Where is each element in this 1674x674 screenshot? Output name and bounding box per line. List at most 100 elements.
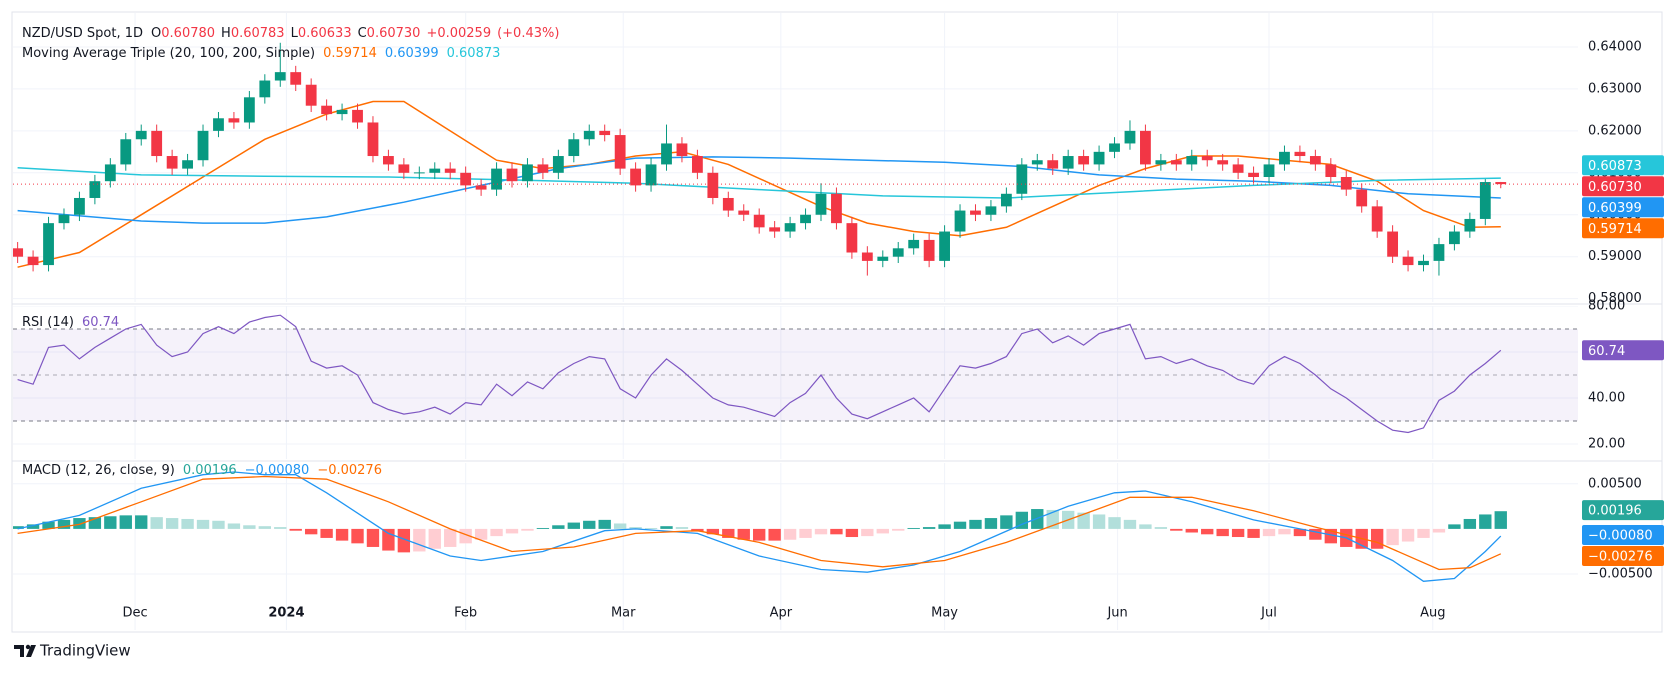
candle-body xyxy=(151,130,163,157)
histogram-bar xyxy=(444,528,457,547)
value-box xyxy=(1582,500,1664,521)
candle-body xyxy=(197,130,209,161)
histogram-bar xyxy=(505,528,519,534)
histogram-bar xyxy=(1309,528,1322,540)
candle-body xyxy=(599,130,611,136)
histogram-bar xyxy=(181,518,194,529)
histogram-bar xyxy=(737,528,750,540)
change-pct: (+0.43%) xyxy=(497,26,559,41)
x-tick-label: May xyxy=(931,606,958,621)
histogram-bar xyxy=(1432,528,1446,533)
histogram-bar xyxy=(289,528,302,531)
histogram-bar xyxy=(428,528,441,549)
ohlc-value: 0.60730 xyxy=(367,26,421,41)
value-box-label: 60.74 xyxy=(1588,344,1625,359)
histogram-bar xyxy=(1324,528,1337,544)
histogram-bar xyxy=(675,527,689,529)
candle-body xyxy=(1078,156,1090,165)
candle-body xyxy=(182,160,193,169)
change: +0.00259 xyxy=(426,26,491,41)
value-box xyxy=(1582,176,1664,197)
candle-body xyxy=(645,164,657,186)
candle-body xyxy=(243,97,255,123)
candle-body xyxy=(135,130,147,140)
histogram-bar xyxy=(212,520,225,529)
candle-body xyxy=(352,109,363,123)
candle-body xyxy=(568,139,580,157)
histogram-bar xyxy=(1077,512,1090,529)
candle-body xyxy=(1279,151,1290,165)
overlay-title: Moving Average Triple (20, 100, 200, Sim… xyxy=(22,46,315,61)
histogram-bar xyxy=(227,523,241,529)
histogram-bar xyxy=(304,528,318,535)
candle-body xyxy=(89,181,101,198)
candle-body xyxy=(1325,164,1337,178)
value-box xyxy=(1582,340,1664,361)
candle-body xyxy=(815,193,827,215)
candle-body xyxy=(861,252,873,261)
histogram-bar xyxy=(397,528,411,553)
histogram-bar xyxy=(1370,528,1384,549)
line-series xyxy=(17,167,1501,199)
histogram-bar xyxy=(382,528,395,551)
histogram-bar xyxy=(783,528,797,540)
ohlc-value: 0.60780 xyxy=(161,26,215,41)
x-tick-label: Dec xyxy=(122,606,147,621)
value-box-label: 0.60730 xyxy=(1588,180,1642,195)
candle-body xyxy=(985,206,997,215)
histogram-bar xyxy=(629,527,642,529)
candle-body xyxy=(908,239,920,249)
candle-body xyxy=(398,164,410,173)
histogram-bar xyxy=(876,528,889,534)
histogram-bar xyxy=(1479,514,1492,529)
indicator-value: −0.00080 xyxy=(245,463,310,478)
histogram-bar xyxy=(521,528,534,531)
candle-body xyxy=(738,210,750,215)
histogram-bar xyxy=(830,528,843,535)
candle-body xyxy=(1201,156,1213,161)
histogram-bar xyxy=(196,519,210,529)
candle-body xyxy=(58,214,70,224)
histogram-bar xyxy=(706,528,720,535)
indicator-title: RSI (14) xyxy=(22,315,74,330)
value-box-label: 0.60873 xyxy=(1588,159,1642,174)
candle-body xyxy=(13,248,24,257)
histogram-bar xyxy=(861,528,874,537)
line-series xyxy=(17,475,1502,571)
histogram-bar xyxy=(1262,528,1276,537)
histogram-bar xyxy=(258,526,272,529)
candle-body xyxy=(1387,231,1399,257)
candle-body xyxy=(537,164,549,173)
candle-body xyxy=(954,210,966,232)
candle-body xyxy=(1448,231,1460,245)
histogram-bar xyxy=(613,523,627,529)
logo: TradingView xyxy=(14,642,131,660)
candle-body xyxy=(1232,164,1244,173)
histogram-bar xyxy=(1201,528,1214,535)
candle-body xyxy=(120,139,132,165)
y-tick-label: 0.64000 xyxy=(1588,39,1642,54)
histogram-bar xyxy=(814,528,828,535)
panel xyxy=(13,306,1578,459)
candle-body xyxy=(1093,151,1105,165)
candle-body xyxy=(1047,160,1059,169)
y-tick-label: 80.00 xyxy=(1588,299,1625,314)
histogram-bar xyxy=(598,519,611,529)
histogram-bar xyxy=(459,528,472,544)
value-box-label: −0.00080 xyxy=(1588,529,1653,544)
candle-body xyxy=(259,80,271,98)
candle-body xyxy=(321,105,333,115)
candle-body xyxy=(429,168,441,173)
candle-body xyxy=(923,239,935,261)
ohlc-key: O xyxy=(151,26,161,41)
y-tick-label: 40.00 xyxy=(1588,391,1625,406)
candle-body xyxy=(877,256,889,261)
value-box-label: −0.00276 xyxy=(1588,550,1653,565)
value-box xyxy=(1582,546,1664,567)
ohlc-key: L xyxy=(291,26,299,41)
histogram-bar xyxy=(1386,528,1399,546)
candle-body xyxy=(1000,193,1012,207)
overlay-value: 0.60873 xyxy=(447,46,501,61)
histogram-bar xyxy=(660,526,673,529)
